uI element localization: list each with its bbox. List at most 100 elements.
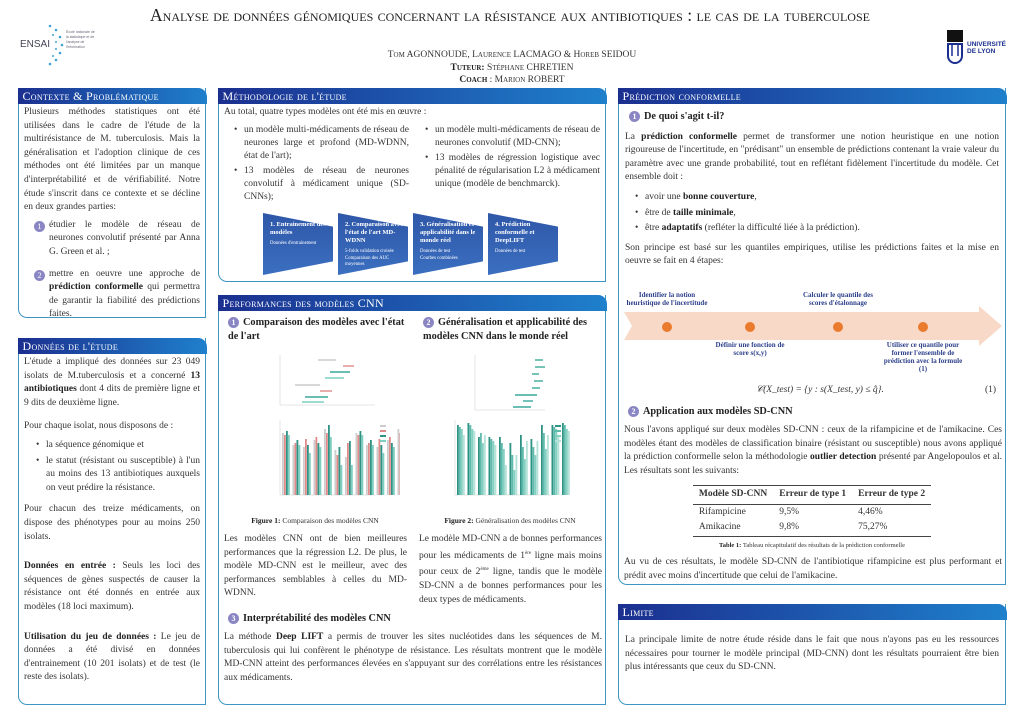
section-donnees: Données de l'étude L'étude a impliqué de… [17, 338, 207, 705]
figure-bar [376, 447, 379, 495]
methodo-step-2: 2. Comparaison avec l'état de l'art MD-W… [338, 213, 408, 275]
figure-bar [568, 431, 570, 495]
perf-subtitle-1: 1 Comparaison des modèles avec l'état de … [228, 317, 405, 342]
section-title: Prédiction conformelle [617, 88, 1007, 104]
figure-bar [478, 437, 480, 495]
figure-bar [340, 465, 343, 495]
list-item: le statut (résistant ou susceptible) à l… [36, 455, 200, 496]
figure-bar [541, 425, 543, 495]
figure-bar [534, 455, 537, 495]
contexte-text: Plusieurs méthodes statistiques ont été … [24, 107, 200, 213]
donnees-p1: L'étude a impliqué des données sur 23 04… [24, 357, 200, 408]
figure-bar [526, 441, 528, 495]
list-item: la séquence génomique et [36, 439, 200, 453]
figure-bar [315, 437, 318, 495]
figure-bar [480, 433, 482, 495]
figure-bar [387, 440, 389, 495]
methodo-intro: Au total, quatre types modèles ont été m… [224, 107, 427, 117]
tutor-line: Tuteur: Stéphane CHRETIEN [450, 63, 574, 73]
table-caption: Table 1: Tableau récapitulatif des résul… [718, 542, 906, 549]
step-dot [662, 322, 672, 332]
list-item-text: mettre en oeuvre une approche de prédict… [49, 268, 200, 320]
figure-bar [296, 440, 299, 495]
list-item: être de taille minimale, [635, 207, 999, 221]
conforme-p3: Nous l'avons appliqué sur deux modèles S… [624, 425, 1002, 476]
figure-bar [501, 443, 503, 495]
figure-bar [503, 449, 505, 495]
figure-bar [288, 435, 290, 495]
figure-bar [294, 443, 297, 495]
step-2-label: Définir une fonction de score s(x,y) [715, 341, 785, 357]
ensai-logo-mark [48, 24, 64, 66]
figure-bar [484, 435, 486, 495]
figure-bar [557, 435, 560, 495]
figure-bar [492, 441, 495, 495]
figure-bar [336, 455, 339, 495]
figure-bar [547, 435, 549, 495]
figure-bar [324, 429, 326, 495]
conforme-p2: Son principe est basé sur les quantiles … [625, 242, 999, 267]
figure-bar [490, 439, 493, 495]
figure-bar [505, 465, 507, 495]
figure-bar [361, 435, 364, 495]
figure-bar [317, 443, 320, 495]
figure-bar [345, 457, 347, 495]
perf-text-3: La méthode Deep LIFT a permis de trouver… [224, 632, 603, 683]
step-4-label: Utiliser ce quantile pour former l'ensem… [883, 341, 963, 373]
formula: 𝒞(X_test) = {y : s(X_test, y) ≤ q̂}. [756, 385, 884, 395]
figure-bar [357, 435, 360, 495]
poster-title: Analyse de données génomiques concernant… [150, 5, 870, 25]
tutor-label: Tuteur [450, 63, 482, 73]
figure-1-caption: Figure 1: Comparaison des modèles CNN [251, 516, 379, 525]
figure-bar [566, 429, 568, 495]
figure-bar [471, 429, 474, 495]
list-item: 13 modèles de régression logistique avec… [425, 152, 600, 191]
figure-bar [359, 431, 362, 495]
figure-bar [378, 439, 381, 495]
figure-1 [279, 355, 400, 496]
figure-bar [530, 439, 533, 495]
figure-bar [457, 425, 459, 495]
list-item: avoir une bonne couverture, [635, 191, 999, 205]
figure-2 [454, 355, 570, 496]
coach-line: Coach : Marion ROBERT [459, 75, 565, 85]
perf-text-2: Le modèle MD-CNN a de bonnes performance… [419, 534, 602, 605]
authors: Tom AGONNOUDE, Laurence LACMAGO & Horeb … [387, 50, 637, 60]
step-1-label: Identifier la notion heuristique de l'in… [626, 291, 708, 307]
figure-bar [562, 423, 564, 495]
list-item: 1 étudier le modèle de réseau de neurones… [34, 219, 200, 260]
universite-lyon-logo: UNIVERSITÉ DE LYON [945, 28, 1010, 68]
figure-bar [284, 435, 286, 495]
formula-number: (1) [985, 385, 997, 395]
figure-bar [551, 425, 554, 495]
section-limite: Limite La principale limite de notre étu… [617, 604, 1007, 705]
figure-bar [509, 443, 512, 495]
figure-bar [513, 470, 516, 495]
donnees-p3: Pour chacun des treize médicaments, on d… [24, 504, 200, 542]
number-badge: 1 [34, 220, 45, 232]
figure-bar [366, 445, 368, 495]
conforme-subtitle-1: 1 De quoi s'agit t-il? [629, 110, 999, 124]
tutor-name: Stéphane CHRETIEN [486, 63, 574, 73]
figure-bar [543, 433, 545, 495]
coach-label: Coach [459, 75, 488, 85]
figure-bar [286, 431, 288, 495]
figure-bar [520, 435, 522, 495]
step-dot [918, 322, 928, 332]
figure-bar [326, 433, 328, 495]
figure-bar [545, 449, 547, 495]
section-prediction-conformelle: Prédiction conformelle 1 De quoi s'agit t… [617, 88, 1007, 585]
figure-bar [488, 437, 491, 495]
figure-bar [307, 445, 309, 495]
figure-bar [515, 455, 518, 495]
figure-bar [349, 441, 351, 495]
figure-bar [351, 465, 353, 495]
figure-bar [532, 447, 535, 495]
figure-bar [393, 447, 395, 495]
table-header: Modèle SD-CNN [692, 485, 774, 505]
figure-bar [305, 439, 307, 495]
step-dot [833, 322, 843, 332]
section-title: Méthodologie de l'étude [217, 88, 607, 104]
table-row: Rifampicine 9,5% 4,46% [698, 506, 883, 517]
figure-bar [355, 433, 358, 495]
